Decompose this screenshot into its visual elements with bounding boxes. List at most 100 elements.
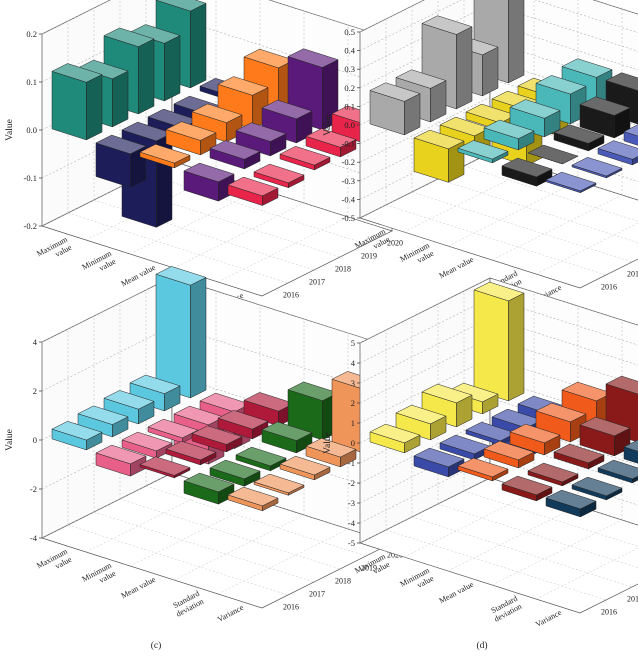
bar-2-1	[165, 121, 217, 156]
y-tick-label: 0.4	[344, 46, 355, 56]
bar-top	[287, 48, 339, 68]
bar-top	[165, 121, 217, 141]
bar-3-2	[553, 124, 605, 152]
bar-1-0	[95, 134, 147, 188]
gridline	[93, 199, 315, 271]
year-label: 2017	[309, 278, 325, 287]
y-tick-label: -0.2	[342, 157, 355, 167]
bar-side	[456, 26, 473, 110]
bar-top	[51, 421, 103, 441]
category-label: Variance	[534, 608, 563, 629]
y-tick-label: -4	[30, 533, 38, 543]
gridline	[359, 417, 638, 484]
bar-side	[112, 70, 129, 128]
gridline	[145, 485, 367, 557]
gridline	[447, 180, 579, 247]
bar-top	[501, 475, 553, 496]
bar-top	[129, 374, 181, 394]
bar-top	[413, 447, 465, 468]
category-label: Maximumvalue	[35, 234, 74, 266]
gridline	[403, 491, 535, 558]
gridline	[217, 528, 349, 595]
bar-top	[623, 124, 638, 137]
bar-side	[508, 292, 525, 402]
bar-face	[51, 70, 87, 141]
category-label-line: Mean value	[438, 580, 476, 606]
y-tick-label: -0.1	[342, 139, 355, 149]
bar-top	[217, 76, 269, 96]
bar-3-2	[235, 122, 287, 157]
bar-4-3	[305, 438, 357, 468]
bar-top	[139, 144, 191, 164]
y-tick-label: 0.2	[26, 29, 37, 39]
category-label: Variance	[216, 603, 245, 624]
bar-4-2	[597, 140, 638, 166]
y-tick-label: 2	[33, 386, 37, 396]
chart-panel-b: -0.5 -0.4 -0.3 -0.2 -0.1 0.0 0.1 0.2 0.3 0.4 0.5 Va…	[323, 0, 638, 322]
bar-face	[623, 446, 638, 464]
y-tick-label: 3	[351, 378, 355, 388]
bar-2-2	[191, 425, 243, 453]
bar-4-0	[545, 171, 597, 194]
gridline	[145, 173, 367, 245]
bar-side	[86, 74, 103, 141]
bar-side	[632, 475, 638, 484]
category-label: Minimumvalue	[80, 248, 117, 279]
bar-top	[579, 416, 631, 437]
bar-2-3	[217, 410, 269, 440]
bar-top	[155, 266, 207, 286]
bar-top	[597, 140, 638, 160]
bar-2-1	[483, 119, 535, 151]
bar-3-0	[501, 475, 553, 502]
bar-top	[253, 473, 305, 494]
bar-4-3	[623, 124, 638, 146]
y-tick-label: -3	[348, 498, 355, 508]
bar-4-1	[253, 473, 305, 496]
category-label: Minimumvalue	[80, 560, 117, 591]
bar-4-2	[279, 455, 331, 481]
year-label: 2016	[601, 608, 617, 617]
bar-2-2	[509, 99, 561, 138]
bar-top	[501, 157, 553, 178]
bar-top	[535, 75, 587, 95]
bar-top	[155, 0, 207, 12]
bar-side	[190, 2, 207, 89]
bar-3-1	[209, 459, 261, 487]
gridline	[129, 500, 261, 567]
y-tick-label: 4	[33, 337, 38, 347]
bar-top	[413, 129, 465, 150]
bar-top	[103, 27, 155, 47]
bar-2-1	[483, 440, 535, 469]
bar-top	[421, 15, 473, 35]
bar-top	[165, 440, 217, 461]
bar-top	[535, 402, 587, 423]
bar-1-0	[413, 447, 465, 478]
year-label: 2016	[601, 283, 617, 292]
gridline	[119, 186, 341, 258]
y-tick-label: 0.0	[26, 125, 37, 135]
y-axis-title: Value	[5, 429, 15, 451]
y-tick-label: -0.2	[24, 221, 37, 231]
bar-top	[457, 140, 509, 160]
bar-top	[253, 163, 305, 184]
gridline	[447, 505, 579, 572]
bar-top	[597, 459, 638, 480]
y-axis-title: Value	[5, 119, 15, 141]
bar-2-0	[457, 140, 509, 164]
y-tick-label: 0.2	[344, 83, 355, 93]
y-tick-label: -2	[30, 484, 37, 494]
gridline	[217, 216, 349, 283]
bar-top	[421, 383, 473, 404]
gridline	[535, 222, 638, 275]
gridline	[359, 277, 638, 344]
gridline	[359, 96, 638, 163]
y-tick-label: 0.3	[344, 64, 355, 74]
panel-caption: (d)	[476, 640, 487, 651]
bar-side	[138, 38, 155, 115]
bar-top	[579, 96, 631, 116]
bar-top	[227, 176, 279, 197]
bar-4-0	[227, 486, 279, 512]
y-tick-label: -0.5	[342, 213, 355, 223]
bar-3-0	[183, 162, 235, 202]
bar-0-0	[369, 423, 421, 454]
